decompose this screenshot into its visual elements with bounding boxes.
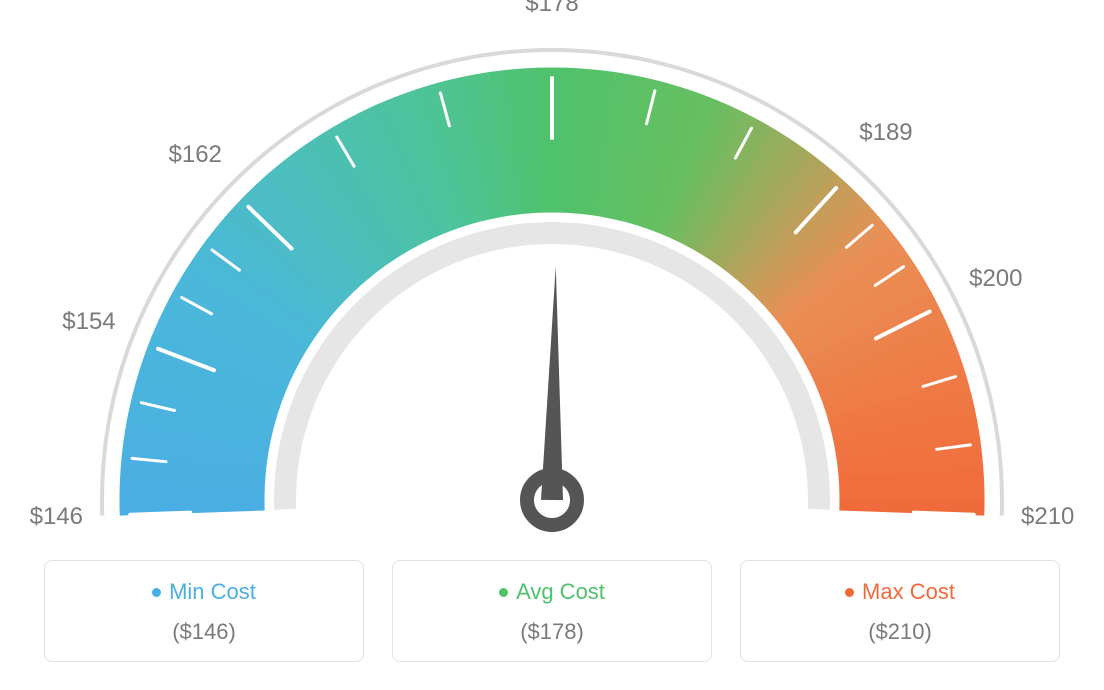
gauge-tick-label: $200: [969, 265, 1022, 293]
legend-card-min: Min Cost ($146): [44, 560, 364, 662]
legend-dot-min: [152, 588, 161, 597]
gauge-tick-label: $178: [525, 0, 578, 18]
legend-card-avg: Avg Cost ($178): [392, 560, 712, 662]
gauge-svg: [0, 0, 1104, 560]
legend-card-max: Max Cost ($210): [740, 560, 1060, 662]
legend-dot-avg: [499, 588, 508, 597]
legend-label-min: Min Cost: [169, 579, 256, 605]
legend-value-avg: ($178): [403, 619, 701, 645]
gauge-chart: $146 $154 $162 $178 $189 $200 $210: [0, 0, 1104, 560]
legend-value-min: ($146): [55, 619, 353, 645]
legend-label-max: Max Cost: [862, 579, 955, 605]
legend-label-avg: Avg Cost: [516, 579, 605, 605]
gauge-needle: [541, 266, 563, 500]
gauge-tick-label: $210: [1021, 503, 1074, 531]
gauge-tick-label: $189: [859, 119, 912, 147]
legend-value-max: ($210): [751, 619, 1049, 645]
gauge-tick-major: [914, 513, 974, 515]
legend-dot-max: [845, 588, 854, 597]
gauge-tick-label: $146: [30, 503, 83, 531]
gauge-tick-label: $162: [169, 141, 222, 169]
gauge-tick-label: $154: [62, 308, 115, 336]
legend-row: Min Cost ($146) Avg Cost ($178) Max Cost…: [0, 560, 1104, 662]
gauge-tick-major: [130, 513, 190, 515]
